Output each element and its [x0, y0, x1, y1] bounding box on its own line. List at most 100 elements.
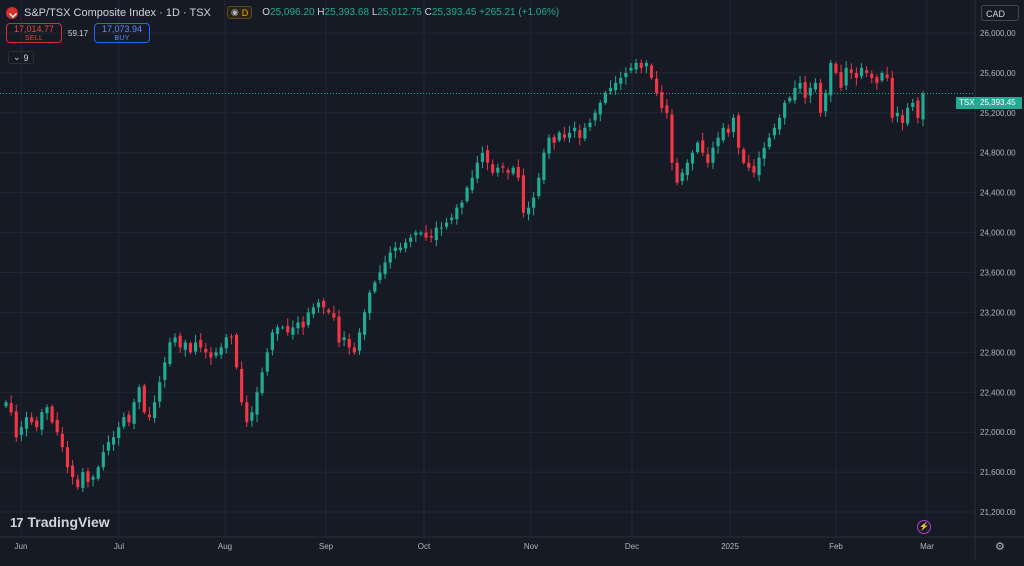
candle-body	[547, 137, 551, 154]
sell-label: SELL	[24, 35, 44, 42]
candle-body	[188, 343, 193, 353]
data-badge[interactable]: ◉ D	[226, 6, 253, 19]
candle-body	[275, 327, 280, 334]
eye-icon: ◉	[230, 7, 239, 17]
candle-body	[644, 62, 648, 67]
brand-name: TradingView	[27, 514, 110, 530]
candle-body	[501, 166, 505, 168]
candle-body	[711, 147, 715, 163]
candle-body	[649, 65, 654, 78]
y-tick-label: 23,600.00	[980, 269, 1016, 278]
candle-body	[352, 347, 356, 353]
candle-body	[357, 332, 362, 351]
candle-body	[829, 62, 833, 96]
candle-body	[245, 402, 249, 423]
chevron-down-icon: ⌄	[13, 52, 21, 62]
candle-body	[86, 471, 90, 483]
candle-body	[696, 142, 700, 152]
candle-body	[854, 72, 858, 78]
candle-body	[880, 72, 884, 81]
candle-body	[598, 102, 602, 115]
candle-body	[158, 382, 162, 402]
tsx-logo-icon	[6, 6, 18, 19]
candle-body	[147, 414, 152, 418]
candle-body	[122, 417, 126, 427]
candle-body	[4, 402, 8, 407]
candle-body	[265, 352, 269, 372]
candle-body	[655, 78, 659, 93]
candle-body	[721, 127, 725, 141]
candle-body	[409, 237, 413, 242]
candle-body	[414, 232, 418, 236]
candle-body	[480, 152, 485, 162]
y-tick-label: 22,400.00	[980, 388, 1016, 397]
candle-body	[690, 152, 695, 164]
spread-value: 59.17	[68, 28, 89, 38]
sell-price: 17,014.77	[13, 24, 55, 34]
x-tick-label: Feb	[829, 542, 843, 551]
candle-body	[747, 162, 751, 168]
candle-body	[824, 92, 828, 112]
candle-body	[736, 115, 741, 148]
badge-label: D	[241, 7, 249, 18]
y-tick-label: 22,800.00	[980, 348, 1016, 357]
candle-body	[762, 147, 766, 159]
tradingview-logo[interactable]: 17 TradingView	[10, 514, 110, 530]
y-tick-label: 24,400.00	[980, 189, 1016, 198]
candle-body	[96, 467, 100, 479]
trade-panel: 17,014.77 SELL 59.17 17,073.94 BUY	[6, 23, 150, 43]
candle-body	[562, 134, 566, 138]
gear-icon[interactable]: ⚙	[995, 541, 1005, 553]
candle-body	[14, 411, 18, 438]
candle-body	[865, 70, 869, 73]
candle-body	[603, 92, 607, 103]
chart-title[interactable]: S&P/TSX Composite Index · 1D · TSX	[24, 6, 211, 19]
candle-body	[552, 136, 556, 143]
x-tick-label: Aug	[218, 542, 232, 551]
x-tick-label: Sep	[319, 542, 334, 551]
buy-button[interactable]: 17,073.94 BUY	[94, 23, 150, 43]
candle-body	[9, 403, 13, 413]
candle-body	[388, 252, 392, 263]
candle-body	[50, 406, 54, 423]
candle-body	[183, 342, 187, 350]
change-value: +265.21 (+1.06%)	[479, 7, 560, 18]
candle-body	[311, 307, 315, 315]
indicators-toggle[interactable]: ⌄ 9	[8, 51, 34, 64]
candle-body	[132, 402, 136, 424]
candle-body	[460, 202, 464, 208]
candle-body	[30, 417, 34, 423]
candle-body	[193, 342, 198, 352]
candle-body	[55, 419, 59, 433]
candle-body	[757, 157, 761, 176]
candle-body	[337, 316, 341, 343]
candle-body	[567, 132, 572, 138]
candle-body	[639, 62, 643, 68]
x-tick-label: Nov	[524, 542, 538, 551]
candle-body	[573, 127, 577, 132]
candle-body	[35, 420, 39, 428]
candle-body	[870, 73, 874, 78]
currency-selector[interactable]: CAD	[981, 5, 1019, 21]
candle-body	[101, 452, 105, 468]
sell-button[interactable]: 17,014.77 SELL	[6, 23, 62, 43]
candle-body	[752, 166, 756, 173]
open-label: O	[262, 7, 271, 18]
candle-body	[593, 112, 597, 121]
open-value: 25,096.20	[270, 7, 315, 18]
y-tick-label: 21,600.00	[980, 468, 1016, 477]
candle-body	[40, 412, 44, 430]
lightning-icon[interactable]: ⚡	[917, 520, 931, 534]
candle-body	[578, 130, 582, 138]
candle-body	[393, 247, 397, 251]
candle-body	[844, 67, 848, 86]
candle-body	[475, 162, 479, 179]
candle-body	[439, 227, 444, 229]
candle-body	[81, 472, 85, 488]
candle-body	[588, 122, 592, 127]
candle-body	[199, 339, 203, 348]
indicators-count: 9	[23, 52, 29, 63]
candle-body	[496, 167, 500, 173]
